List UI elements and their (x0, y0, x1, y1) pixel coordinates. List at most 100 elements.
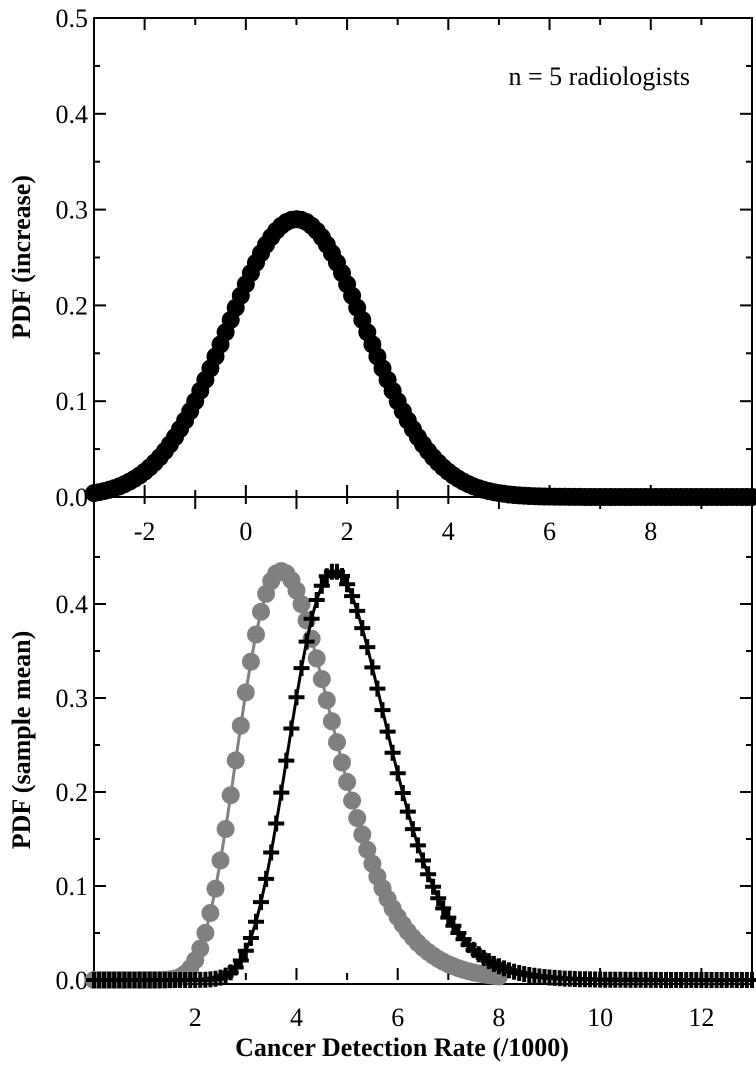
data-point (201, 904, 220, 922)
data-point (348, 809, 367, 828)
x-tick-label: 0 (239, 517, 252, 546)
data-point (312, 670, 331, 689)
data-point (216, 820, 235, 838)
data-point (231, 716, 250, 735)
series-top (85, 210, 756, 506)
data-point (253, 894, 269, 911)
data-point (226, 751, 245, 770)
data-point (308, 592, 325, 608)
data-point (364, 659, 381, 676)
y-tick-label: 0.4 (56, 100, 89, 129)
y-tick-label: 0.2 (56, 291, 89, 320)
data-point (241, 652, 260, 671)
plot-frame-bottom (93, 496, 753, 985)
data-point (399, 803, 416, 820)
data-point (317, 691, 336, 710)
data-point (242, 930, 259, 946)
data-point (303, 610, 320, 627)
data-point (349, 602, 366, 619)
data-point (744, 972, 756, 988)
data-point (343, 791, 362, 810)
data-point (358, 840, 377, 859)
y-tick-label: 0.0 (56, 966, 89, 995)
data-point (339, 576, 356, 593)
data-point (359, 639, 376, 656)
series-markers (85, 562, 508, 989)
data-point (237, 942, 254, 959)
data-point (307, 649, 326, 668)
data-point (409, 837, 426, 854)
y-axis-title-bottom: PDF (sample mean) (7, 631, 36, 850)
data-point (236, 683, 255, 702)
data-point (425, 878, 442, 895)
data-point (354, 620, 371, 637)
data-point (404, 821, 421, 838)
y-tick-label: 0.2 (56, 778, 89, 807)
series-markers (85, 210, 756, 506)
panel-increase: 0.0 0.1 0.2 0.3 0.4 0.5 -2 0 2 4 6 8 n = 5 radiolog… (7, 4, 756, 546)
data-point (440, 909, 457, 926)
series-bottom (85, 562, 756, 989)
data-point (415, 852, 431, 869)
x-tick-label: 2 (189, 1003, 202, 1032)
data-point (430, 890, 447, 907)
x-tick-label: 10 (587, 1003, 613, 1032)
data-point (379, 723, 396, 740)
x-tick-label: 6 (543, 517, 556, 546)
data-point (268, 815, 285, 832)
data-point (420, 866, 437, 883)
data-point (344, 588, 361, 605)
x-tick-label: 12 (688, 1003, 714, 1032)
ticks-top: 0.0 0.1 0.2 0.3 0.4 0.5 -2 0 2 4 6 8 (56, 4, 753, 546)
data-point (191, 939, 210, 958)
data-point (252, 602, 270, 621)
data-point (313, 577, 330, 594)
data-point (334, 568, 350, 584)
data-point (206, 879, 225, 898)
y-tick-label: 0.5 (56, 4, 89, 33)
data-point (369, 680, 386, 697)
data-point (328, 733, 346, 752)
x-tick-label: 2 (341, 517, 354, 546)
x-tick-label: 8 (644, 517, 657, 546)
data-point (338, 773, 357, 791)
y-tick-label: 0.0 (56, 483, 89, 512)
data-point (278, 752, 295, 769)
data-point (211, 851, 230, 870)
panel-sample-mean: 0.0 0.1 0.2 0.3 0.4 2 4 6 8 10 12 PDF (sample mean… (7, 496, 756, 1062)
y-tick-label: 0.3 (56, 196, 89, 225)
y-tick-label: 0.3 (56, 684, 89, 713)
data-point (389, 765, 406, 782)
x-tick-label: 6 (391, 1003, 404, 1032)
data-point (258, 870, 275, 887)
data-point (247, 625, 265, 644)
x-tick-label: 4 (290, 1003, 303, 1032)
data-point (287, 581, 306, 600)
y-tick-label: 0.1 (56, 872, 89, 901)
x-axis-title: Cancer Detection Rate (/1000) (235, 1033, 569, 1062)
data-point (298, 633, 315, 650)
data-point (394, 785, 411, 801)
y-axis-title-top: PDF (increase) (7, 175, 36, 339)
ticks-bottom: 0.0 0.1 0.2 0.3 0.4 2 4 6 8 10 12 (56, 497, 753, 1032)
data-point (292, 595, 311, 614)
data-point (293, 660, 310, 677)
x-tick-label: 8 (492, 1003, 505, 1032)
data-point (263, 844, 280, 861)
data-point (232, 952, 249, 969)
data-point (384, 744, 401, 761)
data-point (221, 786, 240, 805)
data-point (333, 753, 351, 772)
annotation-text: n = 5 radiologists (509, 62, 691, 91)
y-tick-label: 0.1 (56, 387, 89, 416)
data-point (374, 702, 391, 719)
y-tick-label: 0.4 (56, 590, 89, 619)
data-point (196, 923, 215, 942)
data-point (248, 913, 264, 930)
x-tick-label: 4 (442, 517, 455, 546)
data-point (288, 689, 305, 706)
series-markers (86, 563, 756, 988)
data-point (435, 900, 452, 917)
series-line (94, 569, 500, 982)
